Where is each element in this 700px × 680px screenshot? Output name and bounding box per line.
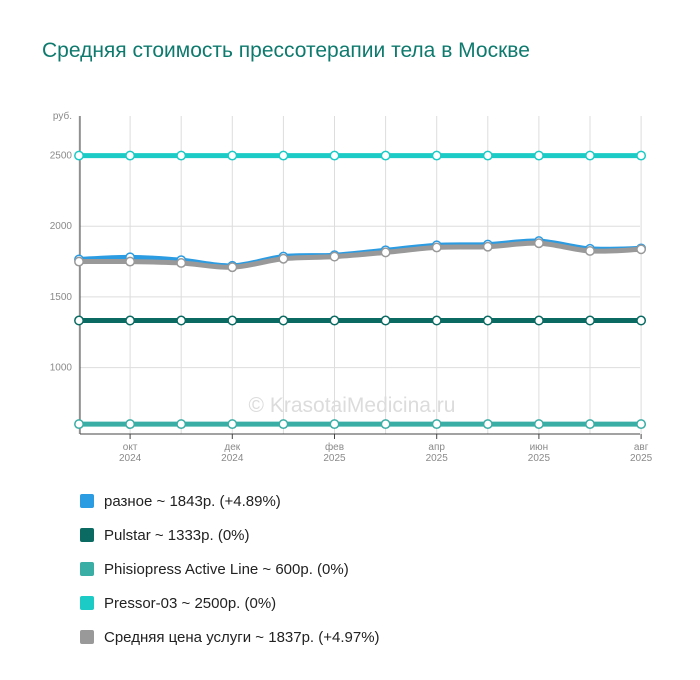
data-point bbox=[74, 315, 84, 326]
data-point bbox=[329, 315, 340, 326]
y-unit-label: руб. bbox=[53, 110, 72, 122]
x-tick-label: дек bbox=[224, 442, 240, 453]
price-chart: © KrasotaiMedicina.ru 1000150020002500ру… bbox=[50, 110, 653, 464]
x-tick-label: фев bbox=[325, 441, 344, 453]
data-point bbox=[533, 315, 544, 326]
data-point bbox=[227, 150, 238, 161]
series-4 bbox=[74, 238, 647, 273]
data-point bbox=[176, 315, 187, 326]
data-point bbox=[278, 150, 289, 161]
legend-label: Pulstar ~ 1333р. (0%) bbox=[104, 526, 250, 544]
data-point bbox=[380, 150, 391, 161]
data-point bbox=[227, 262, 238, 273]
axis-labels: 1000150020002500руб.окт2024дек2024фев202… bbox=[50, 110, 653, 464]
data-point bbox=[431, 315, 442, 326]
data-point bbox=[380, 419, 391, 430]
legend-label: Pressor-03 ~ 2500р. (0%) bbox=[104, 594, 277, 612]
x-tick-label: окт bbox=[123, 442, 138, 453]
series-2 bbox=[74, 419, 647, 430]
data-point bbox=[636, 419, 647, 430]
x-tick-year-label: 2025 bbox=[426, 453, 449, 464]
legend-swatch bbox=[80, 528, 94, 542]
legend-swatch bbox=[80, 562, 94, 576]
data-point bbox=[585, 150, 595, 161]
series-1 bbox=[74, 315, 647, 326]
x-tick-year-label: 2024 bbox=[221, 453, 244, 464]
data-point bbox=[636, 150, 647, 161]
data-point bbox=[380, 315, 391, 326]
legend: разное ~ 1843р. (+4.89%) Pulstar ~ 1333р.… bbox=[80, 484, 380, 654]
legend-swatch bbox=[80, 596, 94, 610]
legend-item[interactable]: Средняя цена услуги ~ 1837р. (+4.97%) bbox=[80, 620, 380, 654]
y-tick-label: 1500 bbox=[50, 292, 73, 303]
x-tick-year-label: 2024 bbox=[119, 453, 142, 464]
data-point bbox=[533, 419, 544, 430]
data-point bbox=[329, 419, 340, 430]
y-tick-label: 2500 bbox=[50, 151, 73, 162]
legend-label: разное ~ 1843р. (+4.89%) bbox=[104, 492, 281, 510]
data-point bbox=[329, 251, 340, 262]
data-point bbox=[585, 419, 595, 430]
x-tick-label: июн bbox=[530, 442, 549, 453]
series-3 bbox=[74, 150, 647, 161]
watermark: © KrasotaiMedicina.ru bbox=[249, 394, 456, 417]
x-tick-year-label: 2025 bbox=[630, 453, 653, 464]
data-point bbox=[176, 419, 187, 430]
chart-title: Средняя стоимость прессотерапии тела в М… bbox=[42, 39, 530, 62]
data-point bbox=[431, 150, 442, 161]
data-point bbox=[176, 150, 187, 161]
x-tick-year-label: 2025 bbox=[528, 453, 551, 464]
data-point bbox=[585, 246, 595, 256]
data-point bbox=[482, 315, 493, 326]
legend-label: Средняя цена услуги ~ 1837р. (+4.97%) bbox=[104, 628, 380, 646]
data-point bbox=[74, 256, 84, 267]
grid bbox=[78, 116, 642, 435]
data-point bbox=[125, 315, 136, 326]
x-tick-label: апр bbox=[428, 442, 445, 453]
data-point bbox=[431, 419, 442, 430]
legend-item[interactable]: Pressor-03 ~ 2500р. (0%) bbox=[80, 586, 380, 620]
data-point bbox=[125, 150, 136, 161]
x-tick-year-label: 2025 bbox=[323, 453, 346, 464]
data-point bbox=[227, 419, 238, 430]
data-point bbox=[431, 242, 442, 253]
data-point bbox=[278, 315, 289, 326]
data-point bbox=[176, 258, 187, 268]
data-point bbox=[125, 419, 136, 430]
data-point bbox=[533, 150, 544, 161]
legend-swatch bbox=[80, 630, 94, 644]
x-tick-label: авг bbox=[634, 442, 649, 453]
data-point bbox=[125, 256, 136, 267]
data-point bbox=[329, 150, 340, 161]
data-point bbox=[585, 315, 595, 326]
data-point bbox=[278, 419, 289, 430]
data-point bbox=[636, 244, 647, 255]
y-tick-label: 2000 bbox=[50, 221, 73, 232]
legend-swatch bbox=[80, 494, 94, 508]
y-tick-label: 1000 bbox=[50, 363, 73, 374]
data-point bbox=[74, 150, 84, 161]
data-point bbox=[227, 315, 238, 326]
data-point bbox=[482, 419, 493, 430]
data-point bbox=[533, 238, 544, 249]
legend-item[interactable]: Pulstar ~ 1333р. (0%) bbox=[80, 518, 380, 552]
legend-item[interactable]: Phisiopress Active Line ~ 600р. (0%) bbox=[80, 552, 380, 586]
data-point bbox=[74, 419, 84, 430]
legend-item[interactable]: разное ~ 1843р. (+4.89%) bbox=[80, 484, 380, 518]
data-point bbox=[482, 241, 493, 252]
data-point bbox=[636, 315, 647, 326]
series-line bbox=[76, 240, 644, 270]
data-point bbox=[278, 253, 289, 264]
data-point bbox=[380, 247, 391, 258]
series-layer bbox=[74, 150, 647, 430]
data-point bbox=[482, 150, 493, 161]
legend-label: Phisiopress Active Line ~ 600р. (0%) bbox=[104, 560, 349, 578]
